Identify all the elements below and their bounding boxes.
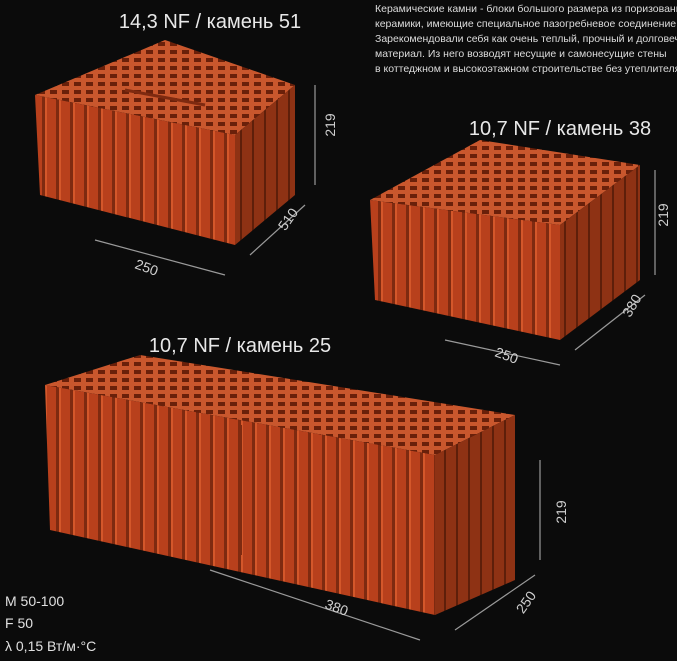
- block-title: 10,7 NF / камень 25: [149, 335, 331, 357]
- dimension: 219: [553, 500, 569, 524]
- description-line: материал. Из него возводят несущие и сам…: [375, 48, 667, 60]
- block-3: [45, 355, 541, 641]
- description-line: в коттеджном и высокоэтажном строительст…: [375, 63, 677, 75]
- spec: λ 0,15 Вт/м·°C: [5, 638, 96, 654]
- dimension: 380: [323, 596, 351, 619]
- dimension: 250: [133, 256, 161, 279]
- block-title: 14,3 NF / камень 51: [119, 11, 301, 33]
- dimension: 250: [493, 344, 521, 367]
- spec: M 50-100: [5, 593, 64, 609]
- block-1: [35, 40, 316, 276]
- dimension: 219: [322, 113, 338, 137]
- block-title: 10,7 NF / камень 38: [469, 118, 651, 140]
- dimension: 219: [655, 203, 671, 227]
- description-line: керамики, имеющие специальное пазогребне…: [375, 18, 677, 30]
- block-2: [370, 140, 656, 366]
- description-line: Керамические камни - блоки большого разм…: [375, 3, 677, 15]
- description-line: Зарекомендовали себя как очень теплый, п…: [375, 33, 677, 45]
- spec: F 50: [5, 615, 33, 631]
